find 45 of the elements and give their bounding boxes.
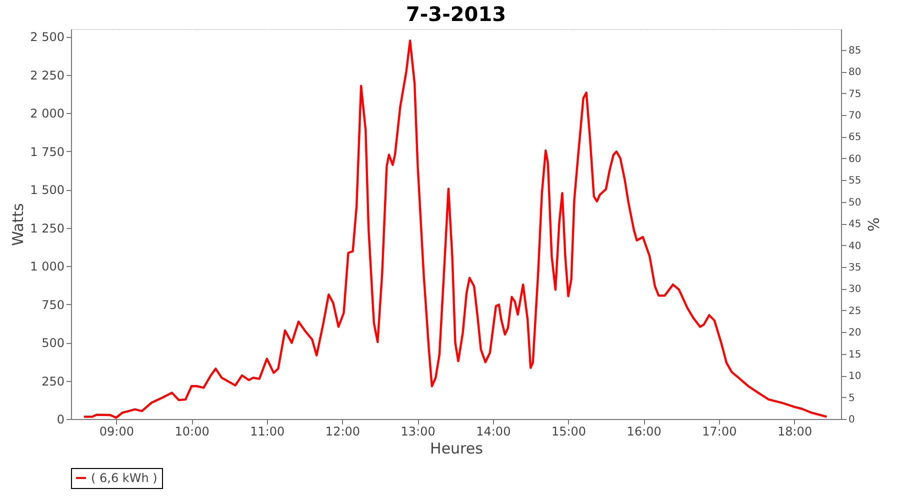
y-axis-title: Watts: [9, 203, 28, 246]
y2-tick-label: 5: [848, 392, 855, 404]
x-tick-label: 13:00: [400, 424, 436, 438]
x-tick-label: 16:00: [626, 424, 662, 438]
line-series: [82, 40, 828, 419]
y-tick-label: 1 000: [30, 260, 64, 274]
x-tick-label: 18:00: [777, 424, 812, 438]
y2-tick-label: 85: [848, 45, 862, 56]
y2-tick-label: 75: [848, 88, 862, 100]
y-tick-label: 2 250: [30, 68, 64, 82]
y-tick-label: 2 000: [30, 106, 64, 121]
y2-axis-title: %: [864, 217, 882, 232]
y-tick-label: 750: [42, 298, 64, 312]
y-tick-label: 250: [42, 374, 64, 388]
y2-tick-label: 60: [848, 154, 862, 165]
y-tick-label: 1 250: [30, 221, 64, 236]
x-tick-label: 17:00: [702, 424, 737, 438]
x-tick-label: 12:00: [325, 424, 360, 438]
y-tick-label: 0: [56, 412, 64, 426]
y-tick-label: 500: [42, 336, 64, 350]
y-tick-label: 1 750: [30, 144, 64, 159]
x-tick-label: 11:00: [250, 424, 285, 438]
y2-tick-label: 40: [848, 240, 862, 252]
y-tick-label: 2 500: [30, 30, 64, 44]
y2-tick-label: 10: [848, 371, 862, 382]
y2-tick-label: 65: [848, 132, 862, 144]
x-tick-label: 09:00: [99, 424, 134, 438]
x-tick-label: 15:00: [551, 424, 586, 438]
y2-tick-label: 20: [848, 328, 862, 339]
x-axis-title: Heures: [430, 440, 484, 458]
y2-tick-label: 70: [848, 110, 862, 122]
y2-tick-label: 80: [848, 67, 862, 78]
y2-tick-label: 30: [848, 284, 862, 296]
legend-label: ( 6,6 kWh ): [91, 471, 158, 485]
y2-tick-label: 25: [848, 306, 862, 317]
y2-tick-label: 45: [848, 219, 862, 230]
y2-tick-label: 55: [848, 176, 862, 187]
y2-tick-label: 0: [848, 414, 855, 426]
y2-tick-label: 35: [848, 262, 862, 274]
x-tick-label: 10:00: [174, 424, 210, 438]
x-tick-label: 14:00: [476, 424, 511, 438]
y-tick-label: 1 500: [30, 183, 64, 198]
y2-tick-label: 50: [848, 197, 862, 208]
chart-title: 7-3-2013: [406, 2, 506, 26]
y2-tick-label: 15: [848, 349, 862, 360]
